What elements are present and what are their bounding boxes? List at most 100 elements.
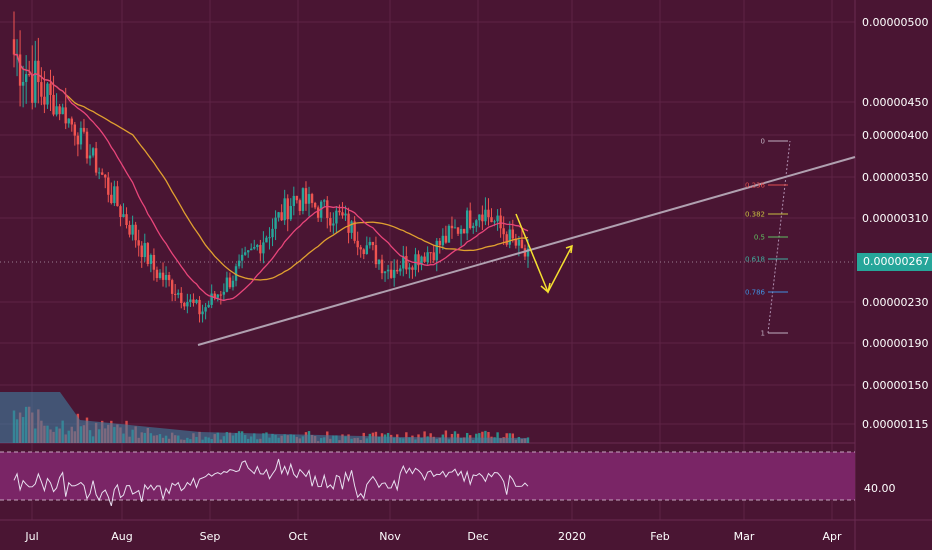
y-tick-label: 0.00000400 [862,129,928,142]
candle-body [222,291,226,295]
candle-body [277,212,280,218]
candle-body [18,54,22,86]
candle-body [359,247,362,250]
candle-body [469,210,472,229]
candle-body [499,215,502,229]
x-tick-label: Nov [379,530,401,543]
candle-body [94,148,98,173]
candle-body [170,280,174,294]
x-tick-label: 2020 [558,530,586,543]
candle-body [137,240,140,246]
candle-body [177,292,180,295]
candle-body [386,269,390,272]
candle-body [180,292,183,303]
candle-body [149,254,153,264]
candle-body [289,205,292,220]
candle-body [189,299,192,303]
candle-body [301,188,305,211]
x-tick-label: Feb [650,530,669,543]
candle-body [526,248,530,257]
candle-body [119,206,122,218]
candle-body [58,106,61,115]
candle-body [444,235,448,243]
candle-body [46,83,49,105]
ascending-trendline[interactable] [197,156,856,346]
candle-body [128,224,131,235]
candle-body [368,241,372,246]
candle-body [411,267,414,270]
volume-bar [453,431,457,443]
volume-bar [481,431,484,443]
fibonacci-level-label: 0.236 [745,182,766,190]
candle-body [396,269,399,272]
candle-body [417,254,420,266]
candle-body [502,228,505,235]
candle-body [310,194,314,203]
y-tick-label: 0.00000310 [862,212,928,225]
candle-body [374,245,378,265]
candle-body [240,254,244,261]
candle-body [484,209,487,222]
candle-body [371,241,375,246]
candle-body [316,207,320,218]
candle-body [85,131,89,159]
candle-body [447,225,451,243]
candle-body [250,248,253,251]
candle-body [520,239,524,249]
candle-body [104,174,107,178]
candle-body [426,252,429,262]
candle-body [456,227,460,234]
y-tick-label: 0.00000190 [862,337,928,350]
volume-average-area [0,392,528,443]
volume-bar [487,432,490,443]
candle-body [12,39,16,55]
candle-body [186,302,189,307]
candle-body [155,269,159,279]
y-tick-label: 0.00000150 [862,379,928,392]
candle-body [405,256,408,270]
candle-body [143,243,146,258]
candle-body [107,177,110,195]
candle-body [304,188,308,204]
candle-body [152,254,156,270]
candle-body [207,304,210,308]
candle-body [450,225,454,229]
candle-body [313,202,317,208]
projection-arrowhead-down [540,282,551,294]
x-tick-label: Dec [467,530,488,543]
candle-body [37,60,40,83]
candle-body [216,294,219,298]
x-tick-label: Oct [288,530,308,543]
candle-body [465,210,469,234]
fibonacci-level-label: 1 [761,330,765,338]
candle-body [481,214,484,222]
volume-bar [484,430,487,443]
y-tick-label: 0.00000115 [862,418,928,431]
candle-body [402,256,405,269]
candle-body [201,311,204,315]
candle-body [82,127,86,132]
candle-body [392,269,396,278]
candle-body [192,299,195,303]
candle-body [389,269,393,278]
candle-body [91,148,95,156]
candle-body [110,194,113,204]
candle-body [268,237,271,239]
candle-body [116,186,119,207]
candle-body [64,107,67,124]
candle-body [146,243,150,264]
candle-body [219,294,223,296]
candle-body [496,215,499,222]
candle-body [332,223,335,226]
moving-average-fast [13,53,529,302]
candle-body [55,106,58,115]
candle-body [40,82,43,97]
candle-body [113,186,116,204]
rsi-band [0,452,855,500]
x-tick-label: Aug [111,530,132,543]
candle-body [34,60,37,103]
candle-body [295,195,299,201]
candle-body [408,267,411,270]
